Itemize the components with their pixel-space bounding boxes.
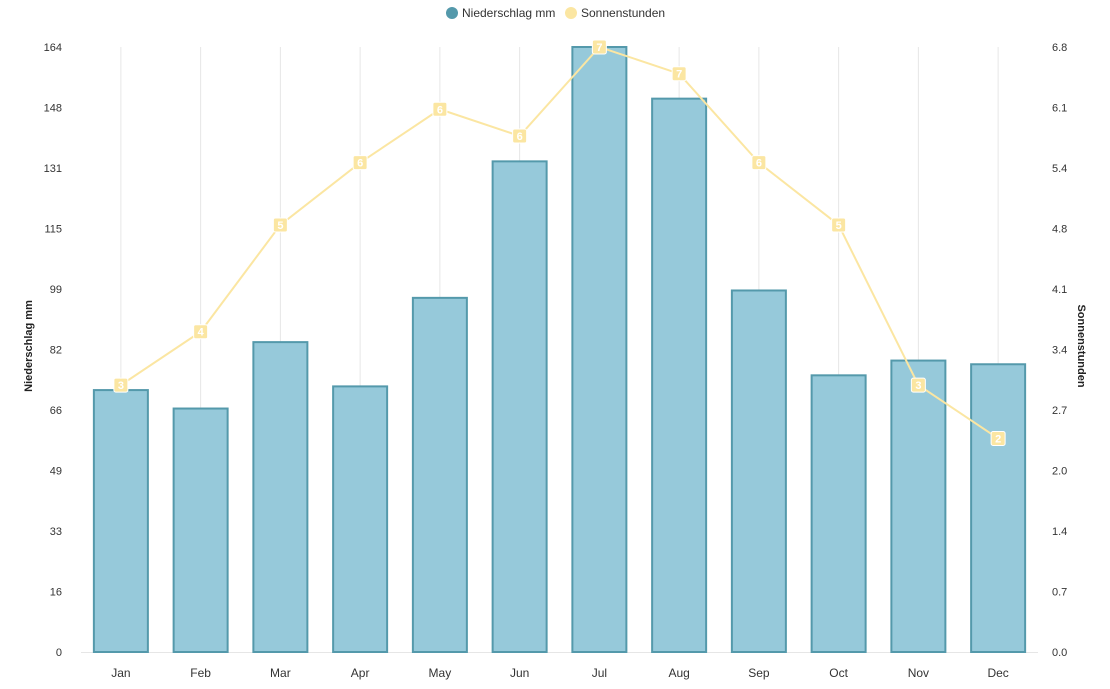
point-label: 6 [517, 131, 523, 143]
point-label: 6 [357, 158, 363, 170]
line-point [512, 128, 528, 144]
x-tick-label: Mar [270, 666, 291, 680]
legend-label-sonnenstunden: Sonnenstunden [581, 6, 665, 20]
bar-may [411, 296, 468, 653]
point-label: 6 [437, 104, 443, 116]
x-axis-ticks: Jan Feb Mar Apr May Jun Jul Aug Sep Oct Nov Dec [111, 666, 1009, 680]
bar-oct [810, 374, 867, 653]
point-label: 5 [836, 220, 842, 232]
x-tick-label: Dec [987, 666, 1008, 680]
left-axis-ticks: 0 16 33 49 66 82 99 115 131 148 164 [44, 42, 62, 659]
line-point [352, 155, 368, 171]
x-tick-label: May [429, 666, 452, 680]
left-tick-label: 0 [56, 647, 62, 659]
bar-jun [491, 160, 548, 654]
line-point [831, 217, 847, 233]
line-point [193, 324, 209, 340]
line-point [990, 430, 1006, 446]
legend-swatch-niederschlag [446, 7, 458, 19]
bar-feb [172, 407, 229, 653]
bar-apr [332, 385, 389, 653]
right-tick-label: 2.0 [1052, 466, 1067, 478]
left-tick-label: 148 [44, 103, 62, 115]
right-tick-label: 4.1 [1052, 284, 1067, 296]
x-tick-label: Jul [592, 666, 607, 680]
point-label: 4 [198, 327, 205, 339]
left-axis-title: Niederschlag mm [23, 300, 35, 392]
right-tick-label: 1.4 [1052, 526, 1067, 538]
x-tick-label: Sep [748, 666, 770, 680]
left-tick-label: 33 [50, 526, 62, 538]
x-tick-label: Jan [111, 666, 130, 680]
bar-nov [890, 359, 947, 653]
point-label: 3 [118, 380, 124, 392]
x-tick-label: Feb [190, 666, 211, 680]
left-tick-label: 131 [44, 163, 62, 175]
right-axis-ticks: 0.0 0.7 1.4 2.0 2.7 3.4 4.1 4.8 5.4 6.1 6.8 [1052, 42, 1067, 659]
x-tick-label: Jun [510, 666, 529, 680]
legend-swatch-sonnenstunden [565, 7, 577, 19]
bar-aug [651, 97, 708, 653]
x-tick-label: Nov [908, 666, 929, 680]
left-tick-label: 99 [50, 284, 62, 296]
point-label: 3 [915, 380, 921, 392]
right-tick-label: 4.8 [1052, 224, 1067, 236]
right-tick-label: 0.7 [1052, 587, 1067, 599]
line-point [751, 155, 767, 171]
right-tick-label: 6.8 [1052, 42, 1067, 54]
x-tick-label: Aug [668, 666, 689, 680]
bar-mar [252, 341, 309, 653]
point-label: 5 [277, 220, 283, 232]
right-tick-label: 6.1 [1052, 103, 1067, 115]
line-point [671, 66, 687, 82]
left-tick-label: 49 [50, 466, 62, 478]
line-point [910, 377, 926, 393]
bar-jan [92, 389, 149, 653]
point-label: 6 [756, 158, 762, 170]
line-point [591, 39, 607, 55]
bar-jul [571, 46, 628, 653]
point-label: 7 [676, 69, 682, 81]
right-axis-title: Sonnenstunden [1075, 304, 1087, 387]
left-tick-label: 115 [44, 224, 62, 236]
left-tick-label: 66 [50, 405, 62, 417]
line-series: 3 4 5 6 6 6 7 7 6 5 3 2 [113, 39, 1006, 446]
bar-sep [730, 289, 787, 653]
line-point [432, 101, 448, 117]
bar-series [92, 46, 1027, 654]
right-tick-label: 5.4 [1052, 163, 1067, 175]
sonnenstunden-line [120, 45, 999, 440]
legend-label-niederschlag: Niederschlag mm [462, 6, 555, 20]
bar-dec [970, 363, 1027, 653]
x-tick-label: Oct [829, 666, 848, 680]
right-tick-label: 0.0 [1052, 647, 1067, 659]
left-tick-label: 164 [44, 42, 62, 54]
legend: Niederschlag mm Sonnenstunden [446, 6, 665, 20]
left-tick-label: 82 [50, 345, 62, 357]
point-label: 2 [995, 433, 1001, 445]
right-tick-label: 2.7 [1052, 405, 1067, 417]
line-point [113, 377, 129, 393]
left-tick-label: 16 [50, 587, 62, 599]
x-tick-label: Apr [351, 666, 370, 680]
right-tick-label: 3.4 [1052, 345, 1067, 357]
line-point [272, 217, 288, 233]
point-label: 7 [596, 42, 602, 54]
